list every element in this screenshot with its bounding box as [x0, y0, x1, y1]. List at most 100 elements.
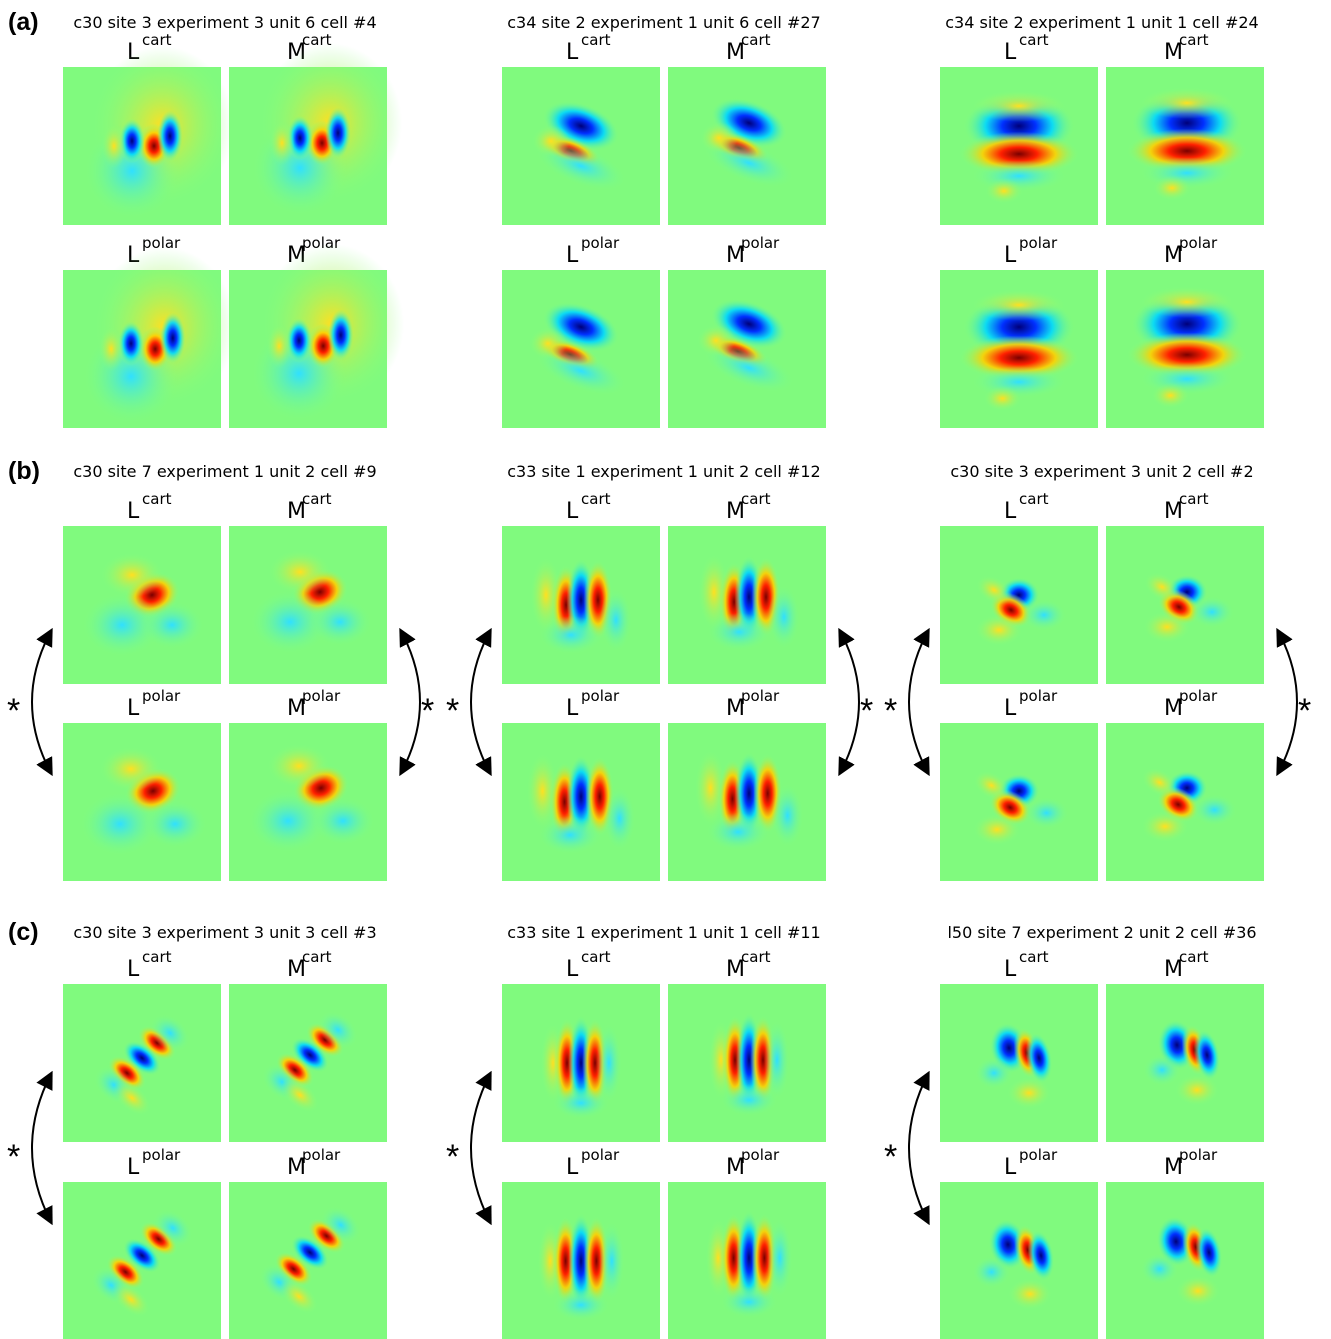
receptive-field [1106, 984, 1264, 1142]
image-mode: cart [302, 948, 332, 966]
receptive-field [502, 1182, 660, 1339]
rf-blob [99, 747, 163, 792]
rf-blob [1024, 797, 1069, 829]
receptive-field [668, 270, 826, 428]
rf-blob [971, 289, 1067, 321]
arrow [471, 631, 490, 773]
rf-blob [720, 1084, 778, 1116]
receptive-field [1106, 723, 1264, 881]
rf-blob [267, 744, 331, 789]
cell-title: c30 site 3 experiment 3 unit 3 cell #3 [73, 923, 376, 942]
arrow [840, 631, 859, 773]
rf-blob [1153, 175, 1191, 201]
receptive-field [940, 1182, 1098, 1339]
receptive-field [668, 723, 826, 881]
rf-blob [1139, 286, 1235, 318]
receptive-field [63, 46, 234, 225]
image-mode: polar [741, 1146, 780, 1164]
receptive-field [502, 723, 660, 881]
rf-blob [599, 1221, 625, 1301]
image-mode: cart [1179, 948, 1209, 966]
panel-label: (c) [8, 918, 39, 946]
receptive-field [1106, 67, 1264, 225]
rf-blob [1192, 794, 1237, 826]
rf-blob [1176, 1275, 1221, 1307]
image-mode: polar [1179, 1146, 1218, 1164]
image-mode: cart [741, 31, 771, 49]
panel-label: (b) [8, 457, 40, 485]
rf-blob [1139, 87, 1235, 119]
asterisk: * [421, 692, 434, 730]
receptive-field [63, 723, 221, 881]
image-mode: cart [581, 490, 611, 508]
image-letter: L [566, 243, 579, 268]
image-mode: polar [741, 234, 780, 252]
rf-blob [1140, 1253, 1178, 1285]
image-mode: cart [581, 31, 611, 49]
image-mode: polar [581, 234, 620, 252]
cell-title: c34 site 2 experiment 1 unit 6 cell #27 [507, 13, 820, 32]
image-letter: L [1004, 957, 1017, 982]
rf-blob [973, 814, 1021, 846]
asterisk: * [884, 692, 897, 730]
rf-blob [700, 122, 738, 154]
receptive-field [63, 1182, 221, 1339]
asterisk: * [7, 1138, 20, 1176]
receptive-field [229, 1182, 387, 1339]
rf-blob [1175, 1074, 1220, 1106]
receptive-field [63, 984, 221, 1142]
rf-blob [972, 1256, 1010, 1288]
cell-title: c34 site 2 experiment 1 unit 1 cell #24 [945, 13, 1258, 32]
receptive-field [668, 1182, 826, 1339]
image-mode: cart [142, 948, 172, 966]
asterisk: * [446, 692, 459, 730]
receptive-field [229, 723, 387, 881]
image-mode: polar [302, 687, 341, 705]
image-mode: polar [142, 1146, 181, 1164]
image-mode: polar [1179, 234, 1218, 252]
image-letter: L [1004, 696, 1017, 721]
rf-blob [532, 125, 570, 157]
cell-title: c33 site 1 experiment 1 unit 2 cell #12 [507, 462, 820, 481]
rf-blob [529, 328, 567, 360]
receptive-field [668, 984, 826, 1142]
rf-blob [720, 1286, 778, 1318]
receptive-field [502, 526, 660, 684]
image-letter: L [566, 40, 579, 65]
arrow [1278, 631, 1297, 773]
asterisk: * [884, 1138, 897, 1176]
rf-blob [706, 813, 770, 851]
rf-blob [325, 107, 351, 158]
image-mode: cart [1179, 31, 1209, 49]
rf-blob [971, 90, 1067, 122]
asterisk: * [446, 1138, 459, 1176]
rf-blob [983, 386, 1021, 412]
rf-blob [552, 1289, 610, 1321]
image-mode: polar [1179, 687, 1218, 705]
image-mode: polar [1019, 234, 1058, 252]
image-mode: cart [1019, 490, 1049, 508]
rf-blob [269, 121, 295, 166]
rf-blob [157, 110, 183, 161]
rf-blob [311, 797, 375, 845]
image-letter: L [127, 499, 140, 524]
image-mode: cart [142, 490, 172, 508]
receptive-field [502, 984, 660, 1142]
receptive-field [63, 247, 236, 428]
rf-blob [975, 614, 1023, 646]
receptive-field [940, 270, 1098, 428]
image-letter: L [1004, 499, 1017, 524]
image-letter: L [1004, 40, 1017, 65]
receptive-field [940, 984, 1098, 1142]
receptive-field [940, 67, 1098, 225]
arrow [32, 1074, 51, 1222]
receptive-field [668, 526, 826, 684]
image-mode: polar [581, 687, 620, 705]
rf-blob [308, 598, 372, 646]
figure: (a)c30 site 3 experiment 3 unit 6 cell #… [0, 0, 1331, 1339]
image-letter: L [127, 1155, 140, 1180]
cell-title: l50 site 7 experiment 2 unit 2 cell #36 [947, 923, 1256, 942]
image-mode: polar [581, 1146, 620, 1164]
image-letter: L [127, 957, 140, 982]
rf-blob [266, 324, 292, 369]
